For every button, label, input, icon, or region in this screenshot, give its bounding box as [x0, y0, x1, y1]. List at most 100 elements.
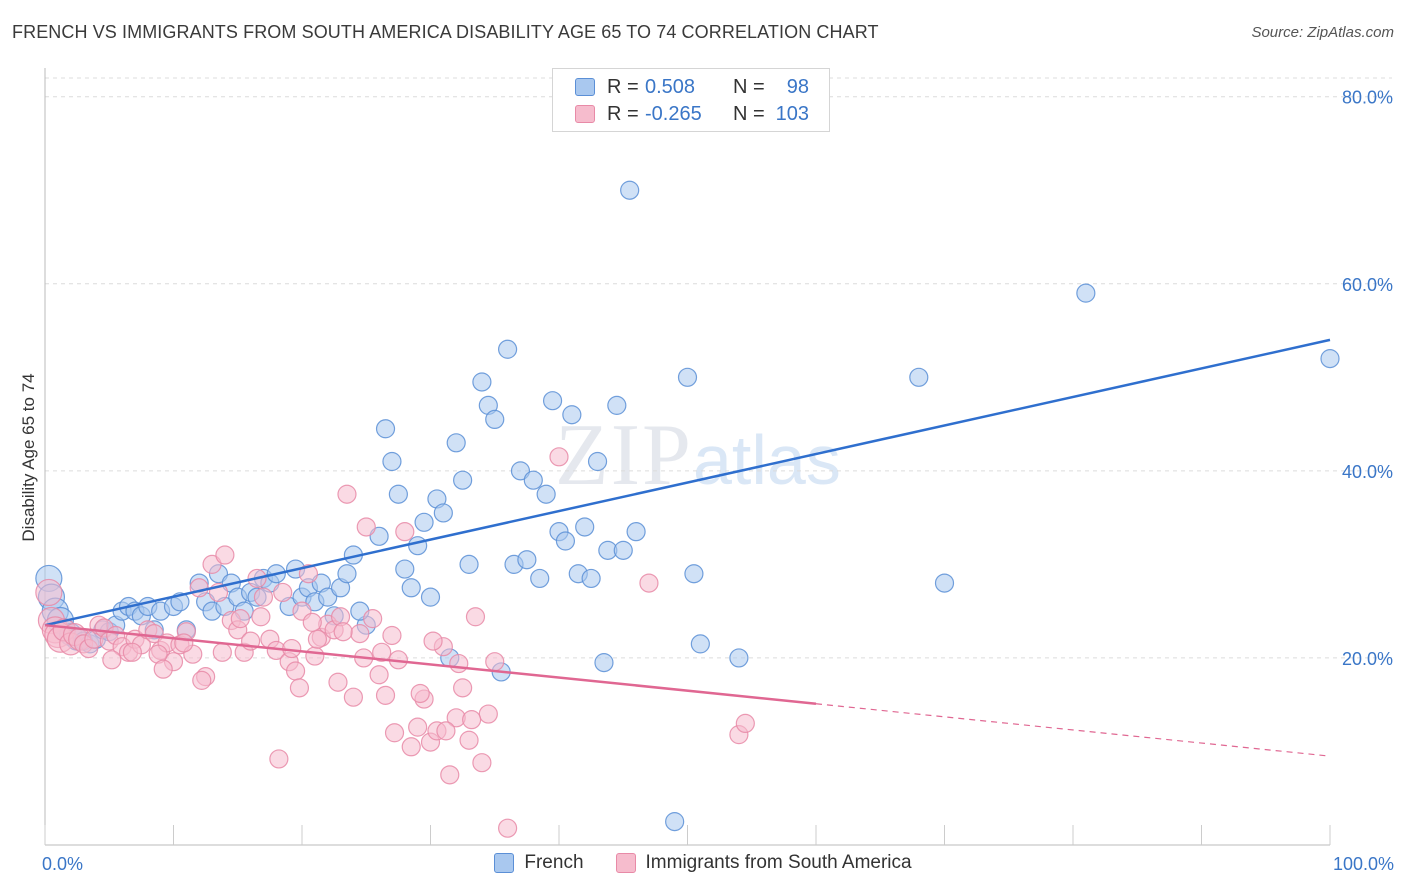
immigrants-point: [102, 650, 122, 670]
legend-row-french: R = 0.508 N = 98: [575, 74, 809, 100]
french-r-value: 0.508: [645, 75, 696, 98]
french-point: [485, 409, 505, 430]
french-point: [414, 512, 434, 532]
french-point: [684, 564, 704, 584]
source-label: Source: ZipAtlas.com: [1251, 24, 1394, 41]
x-tick-label-max: 100.0%: [1333, 854, 1394, 874]
french-point: [1320, 349, 1340, 369]
french-point: [472, 372, 492, 392]
french-point: [401, 578, 421, 598]
immigrants-point: [369, 665, 389, 685]
r-label: R =: [607, 102, 639, 125]
immigrants-point: [230, 609, 250, 629]
immigrants-point: [459, 730, 479, 750]
french-point: [620, 180, 640, 200]
immigrants-point: [144, 624, 164, 644]
french-point: [408, 536, 428, 556]
immigrants-point: [639, 573, 659, 593]
legend-item-french[interactable]: French: [494, 852, 584, 874]
french-point: [523, 470, 543, 490]
french-point: [562, 405, 582, 425]
french-point: [626, 522, 646, 542]
immigrants-n-value: 103: [775, 102, 809, 125]
legend-item-immigrants[interactable]: Immigrants from South America: [615, 852, 912, 874]
immigrants-point: [307, 629, 328, 649]
french-point: [1076, 283, 1096, 303]
immigrants-point: [462, 710, 482, 730]
immigrants-point: [498, 818, 518, 838]
immigrants-point: [174, 633, 194, 653]
immigrants-point: [273, 582, 293, 603]
immigrants-point: [395, 522, 415, 542]
french-legend-swatch: [494, 853, 515, 873]
immigrants-point: [382, 625, 402, 646]
immigrants-point: [251, 607, 271, 627]
french-point: [934, 573, 955, 593]
french-point: [575, 517, 595, 537]
immigrants-point: [289, 678, 310, 698]
french-point: [517, 550, 537, 570]
immigrants-point: [153, 659, 173, 679]
immigrants-point: [333, 622, 353, 642]
immigrants-trend-line: [44, 623, 817, 706]
immigrants-point: [285, 661, 306, 681]
french-point: [382, 451, 402, 472]
french-point: [690, 634, 710, 654]
y-tick-label: 60.0%: [1342, 275, 1393, 295]
immigrants-point: [465, 607, 486, 627]
french-point: [498, 339, 518, 359]
french-point: [453, 470, 473, 490]
x-tick-label-min: 0.0%: [42, 854, 83, 874]
legend-row-immigrants: R = -0.265 N = 103: [575, 101, 809, 127]
french-point: [375, 419, 396, 439]
immigrants-point: [328, 672, 348, 692]
french-point: [369, 526, 389, 546]
immigrants-point: [372, 642, 392, 662]
french-point: [729, 648, 749, 668]
immigrants-point: [192, 670, 212, 690]
immigrants-point: [440, 765, 460, 785]
immigrants-point: [436, 721, 456, 741]
french-trend-line: [44, 338, 1331, 627]
immigrants-point: [298, 564, 319, 584]
french-point: [587, 451, 608, 472]
immigrants-point: [735, 713, 755, 734]
french-legend-label: French: [524, 852, 584, 873]
y-tick-label: 20.0%: [1342, 649, 1393, 669]
immigrants-point: [384, 723, 405, 743]
y-tick-label: 80.0%: [1342, 88, 1393, 108]
immigrants-point: [449, 653, 469, 674]
french-point: [395, 559, 415, 579]
immigrants-point: [375, 685, 396, 705]
immigrants-trend-extension: [815, 703, 1331, 757]
immigrants-legend-swatch: [615, 853, 636, 873]
immigrants-point: [337, 484, 357, 504]
french-point: [446, 433, 466, 453]
french-point: [542, 391, 563, 411]
french-point: [420, 587, 441, 607]
immigrants-point: [453, 678, 473, 698]
immigrants-legend-label: Immigrants from South America: [645, 852, 912, 873]
y-axis-title: Disability Age 65 to 74: [19, 373, 38, 541]
correlation-legend: R = 0.508 N = 98 R = -0.265 N = 103: [552, 68, 830, 132]
immigrants-point: [472, 753, 492, 773]
immigrants-point: [485, 652, 505, 672]
immigrants-point: [350, 624, 370, 644]
immigrants-r-value: -0.265: [645, 102, 702, 125]
immigrants-point: [401, 737, 421, 757]
french-point: [536, 484, 556, 504]
immigrants-point: [253, 587, 274, 607]
french-point: [318, 587, 338, 607]
immigrants-point: [215, 545, 235, 565]
immigrants-point: [363, 609, 383, 629]
french-point: [665, 812, 685, 832]
french-point: [337, 564, 357, 584]
immigrants-point: [302, 612, 322, 632]
french-point: [909, 367, 929, 387]
french-point: [555, 531, 576, 551]
french-point: [530, 568, 550, 589]
immigrants-point: [408, 717, 428, 737]
french-point: [388, 484, 408, 504]
french-swatch: [575, 78, 595, 96]
immigrants-point: [269, 749, 289, 769]
